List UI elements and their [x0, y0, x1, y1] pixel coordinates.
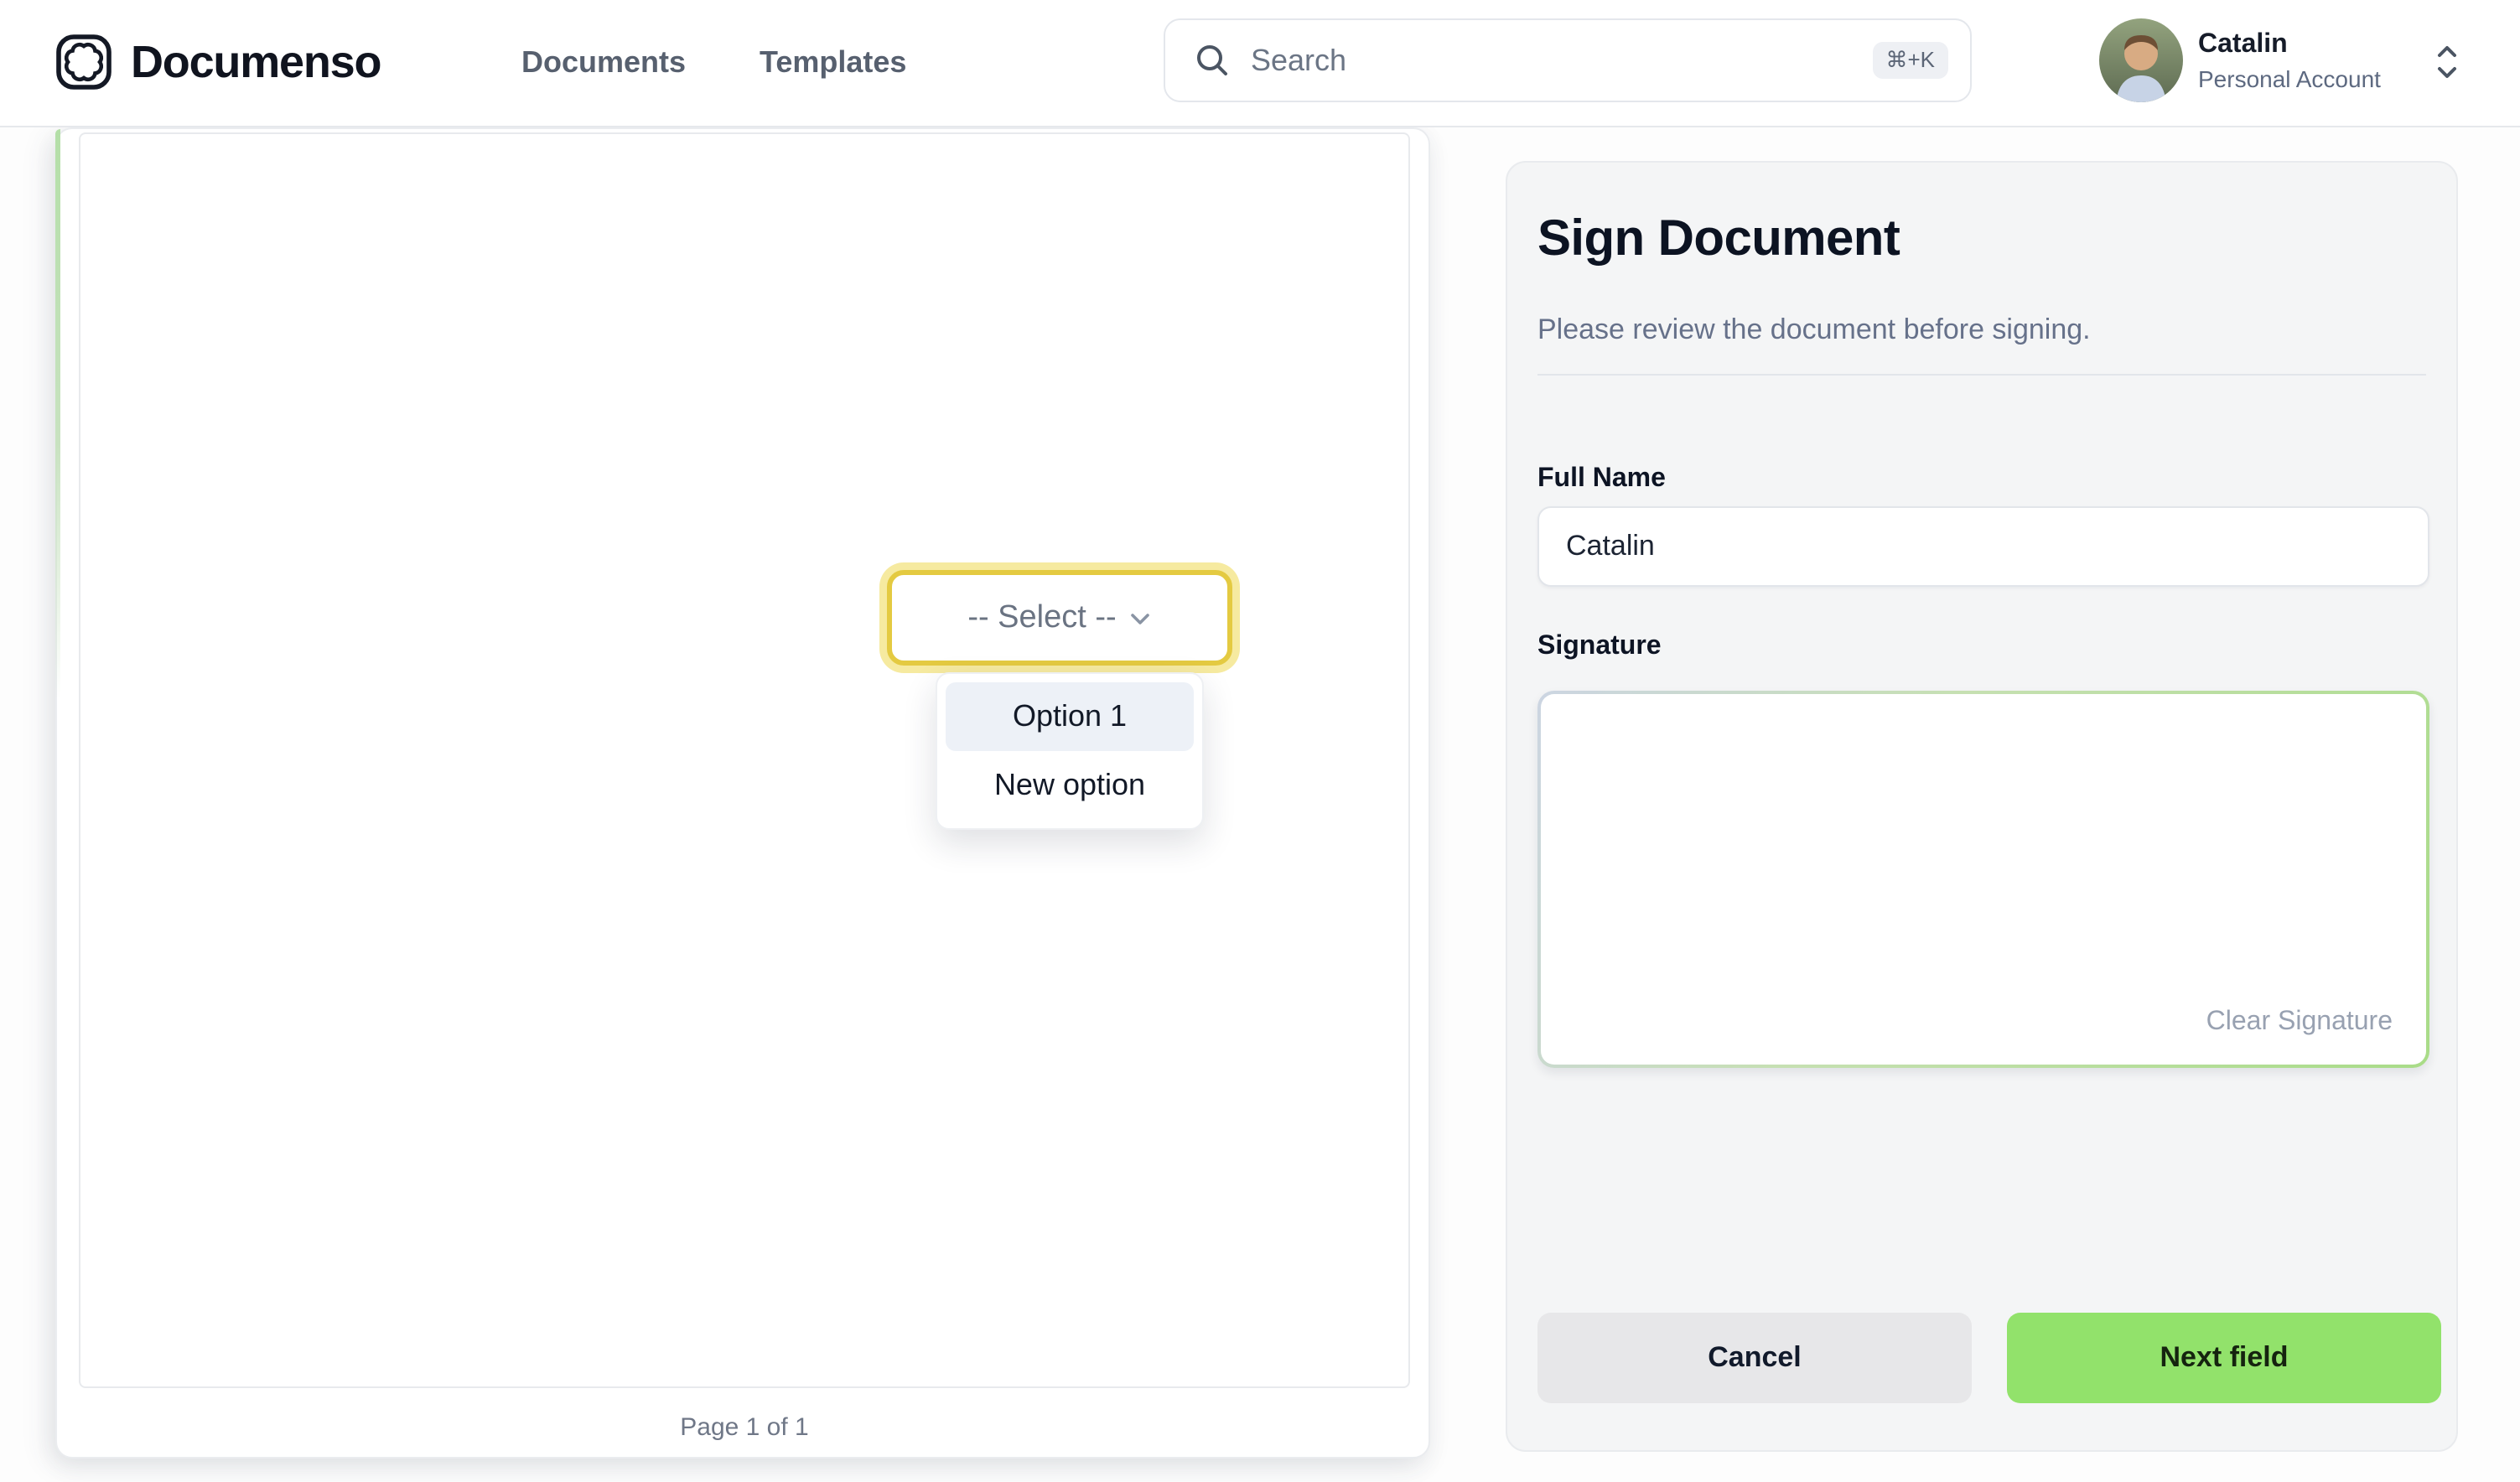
brand-name: Documenso	[131, 37, 381, 87]
doc-accent-line	[55, 129, 60, 699]
documenso-logo[interactable]: Documenso	[55, 34, 381, 91]
select-field-value: -- Select --	[967, 599, 1117, 635]
keyboard-shortcut-badge: ⌘+K	[1872, 42, 1948, 79]
signature-pad[interactable]: Clear Signature	[1537, 691, 2429, 1068]
next-field-button[interactable]: Next field	[2007, 1313, 2441, 1403]
cancel-button[interactable]: Cancel	[1537, 1313, 1972, 1403]
panel-subtitle: Please review the document before signin…	[1537, 314, 2091, 345]
search-input[interactable]	[1247, 41, 1873, 80]
panel-title: Sign Document	[1537, 211, 1900, 267]
select-dropdown-menu: Option 1 New option	[936, 672, 1204, 830]
user-name: Catalin	[2198, 30, 2288, 59]
chevron-up-down-icon	[2433, 40, 2461, 92]
avatar	[2099, 18, 2183, 102]
search-icon	[1194, 42, 1231, 79]
chevron-down-icon	[1128, 606, 1152, 630]
sign-panel: Sign Document Please review the document…	[1506, 161, 2458, 1452]
dropdown-option-1[interactable]: Option 1	[946, 682, 1194, 751]
search-bar[interactable]: ⌘+K	[1164, 18, 1972, 102]
user-menu[interactable]: Catalin Personal Account	[2086, 8, 2481, 116]
nav-item-templates[interactable]: Templates	[760, 45, 907, 79]
clear-signature-button[interactable]: Clear Signature	[2206, 1008, 2393, 1036]
divider	[1537, 374, 2426, 376]
pdf-page	[79, 132, 1410, 1388]
full-name-input[interactable]	[1537, 506, 2429, 587]
signature-label: Signature	[1537, 632, 1662, 661]
page-indicator: Page 1 of 1	[680, 1413, 809, 1442]
account-type: Personal Account	[2198, 65, 2381, 92]
documenso-logo-icon	[55, 34, 112, 91]
nav-item-documents[interactable]: Documents	[521, 45, 687, 79]
select-field[interactable]: -- Select --	[887, 570, 1232, 666]
full-name-label: Full Name	[1537, 464, 1666, 493]
document-card: Page 1 of 1	[55, 127, 1430, 1459]
top-navigation-bar: Documenso Documents Templates ⌘+K	[0, 0, 2520, 127]
dropdown-option-new[interactable]: New option	[993, 768, 1146, 801]
